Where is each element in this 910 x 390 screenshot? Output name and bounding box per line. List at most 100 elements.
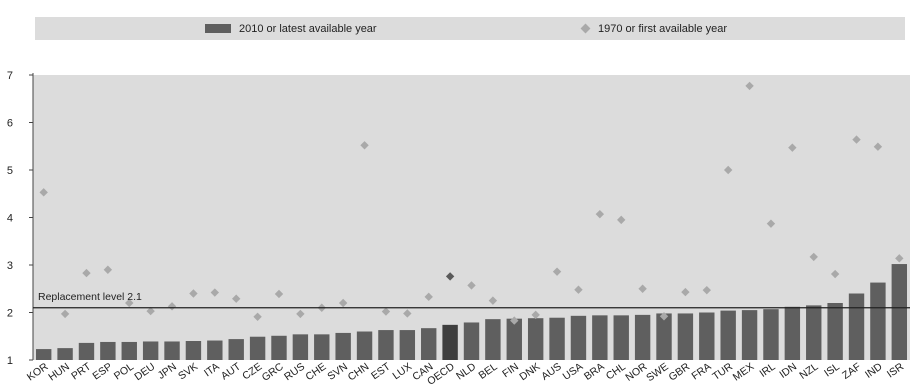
bar-deu — [142, 341, 159, 360]
x-tick-label-ita: ITA — [202, 361, 222, 380]
diamond-nor — [638, 284, 647, 293]
x-tick-label-pol: POL — [112, 361, 136, 383]
diamond-pol — [125, 298, 134, 308]
diamond-svk — [189, 289, 198, 298]
reference-line-group: Replacement level 2.1 — [33, 291, 910, 309]
bar-tur — [720, 310, 736, 360]
x-tick-label-che: CHE — [303, 361, 328, 384]
x-tick-label-zaf: ZAF — [840, 361, 863, 382]
bar-aus — [549, 317, 565, 360]
bar-nzl — [806, 305, 822, 360]
x-tick-label-svk: SVK — [176, 361, 200, 383]
x-tick-label-hun: HUN — [46, 361, 72, 384]
diamond-swe — [659, 312, 669, 321]
x-tick-label-fra: FRA — [689, 361, 713, 383]
bar-fra — [699, 312, 715, 360]
bar-rus — [292, 334, 309, 360]
bar-kor — [35, 349, 52, 360]
axes: 1 2 3 4 5 6 7 — [7, 70, 34, 367]
bar-grc — [271, 335, 287, 360]
replacement-level-label: Replacement level 2.1 — [38, 291, 142, 303]
y-tick-label: 7 — [7, 70, 13, 82]
x-tick-label-est: EST — [369, 360, 393, 382]
diamond-bel — [488, 296, 498, 305]
diamond-cze — [253, 312, 262, 321]
x-tick-label-bel: BEL — [476, 361, 499, 382]
x-tick-label-deu: DEU — [132, 361, 157, 384]
x-tick-label-isr: ISR — [885, 360, 907, 380]
diamond-fin — [510, 316, 519, 325]
diamond-isr — [895, 254, 904, 263]
bar-fin — [506, 318, 522, 360]
bar-gbr — [677, 313, 694, 360]
diamond-prt — [82, 268, 91, 278]
bar-est — [378, 330, 394, 360]
diamond-jpn — [167, 302, 177, 311]
bar-oecd — [442, 324, 458, 360]
bar-isr — [891, 264, 908, 360]
x-tick-label-cze: CZE — [240, 361, 264, 383]
diamond-oecd — [445, 272, 455, 281]
x-tick-label-svn: SVN — [325, 361, 350, 383]
x-tick-label-dnk: DNK — [517, 361, 542, 384]
bar-swe — [656, 313, 672, 360]
bar-svk — [185, 341, 202, 360]
y-tick-label: 4 — [7, 213, 13, 225]
bar-cze — [249, 336, 266, 360]
diamond-grc — [274, 289, 284, 299]
diamonds — [39, 81, 904, 325]
diamond-can — [424, 292, 433, 302]
bar-irl — [763, 309, 779, 360]
x-tick-label-jpn: JPN — [156, 361, 179, 382]
x-tick-label-irl: IRL — [757, 361, 777, 380]
diamond-tur — [723, 165, 733, 175]
bar-dnk — [527, 318, 544, 360]
legend-item-2010: 2010 or latest available year — [205, 17, 377, 40]
y-tick-label: 2 — [7, 308, 13, 320]
diamond-gbr — [681, 287, 690, 297]
legend-item-1970: 1970 or first available year — [580, 17, 727, 40]
x-tick-label-chn: CHN — [346, 361, 372, 384]
diamond-deu — [146, 306, 155, 316]
legend-bar-label: 2010 or latest available year — [239, 22, 377, 35]
diamond-chn — [360, 141, 369, 150]
x-tick-label-isl: ISL — [822, 361, 842, 380]
bar-bel — [485, 319, 501, 360]
diamond-nzl — [809, 252, 818, 262]
bar-bra — [592, 315, 608, 360]
x-tick-label-esp: ESP — [90, 361, 114, 383]
bar-zaf — [848, 293, 865, 360]
bar-aut — [228, 339, 244, 360]
x-tick-label-tur: TUR — [710, 360, 735, 382]
bar-chl — [613, 315, 629, 360]
x-tick-label-chl: CHL — [604, 361, 628, 383]
bar-ind — [870, 282, 886, 360]
bar-nld — [463, 322, 480, 360]
bar-svn — [335, 332, 351, 360]
bars — [35, 264, 908, 360]
x-tick-label-aut: AUT — [219, 360, 244, 382]
bar-isl — [827, 303, 843, 360]
bar-nor — [634, 314, 651, 360]
x-tick-label-nzl: NZL — [797, 361, 820, 382]
y-tick-label: 1 — [7, 355, 13, 367]
bar-can — [421, 328, 437, 360]
x-tick-label-idn: IDN — [777, 361, 799, 381]
diamond-nld — [467, 281, 476, 290]
bar-esp — [100, 341, 116, 360]
x-tick-label-aus: AUS — [539, 361, 564, 383]
bar-usa — [570, 315, 587, 360]
diamond-mex — [745, 81, 754, 91]
bar-chn — [356, 331, 373, 360]
bar-lux — [399, 330, 416, 360]
diamond-svn — [338, 298, 348, 308]
diamond-usa — [574, 285, 583, 294]
diamond-aut — [232, 294, 241, 303]
legend-bar-swatch — [205, 24, 231, 33]
bar-jpn — [164, 341, 180, 360]
x-tick-label-prt: PRT — [69, 360, 93, 382]
x-tick-label-kor: KOR — [25, 360, 51, 383]
x-tick-label-bra: BRA — [582, 361, 607, 383]
x-tick-label-gbr: GBR — [667, 360, 693, 383]
